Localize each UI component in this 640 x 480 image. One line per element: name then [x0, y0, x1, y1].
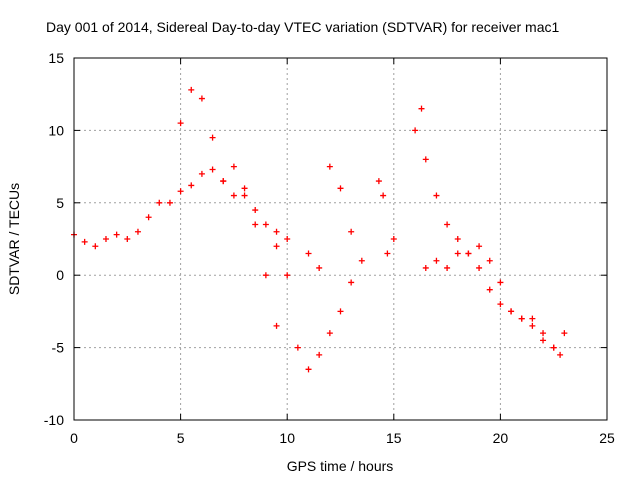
- data-point: [177, 188, 184, 195]
- data-point: [305, 366, 312, 373]
- data-point: [540, 330, 547, 337]
- series: [71, 166, 291, 250]
- y-tick-label: 0: [56, 267, 64, 283]
- data-point: [134, 228, 141, 235]
- data-point: [380, 192, 387, 199]
- plot-frame: [73, 57, 608, 421]
- data-point: [561, 330, 568, 337]
- chart-title: Day 001 of 2014, Sidereal Day-to-day VTE…: [46, 19, 559, 35]
- data-point: [422, 264, 429, 271]
- data-point: [337, 308, 344, 315]
- data-point: [262, 272, 269, 279]
- data-point: [188, 182, 195, 189]
- data-point: [486, 257, 493, 264]
- data-point: [81, 238, 88, 245]
- data-point: [444, 221, 451, 228]
- data-point: [486, 286, 493, 293]
- y-tick-label: -5: [52, 340, 65, 356]
- data-point: [358, 257, 365, 264]
- data-point: [198, 170, 205, 177]
- data-point: [198, 95, 205, 102]
- data-point: [337, 185, 344, 192]
- y-tick-label: 15: [48, 50, 64, 66]
- data-point: [454, 250, 461, 257]
- x-tick-label: 25: [599, 430, 615, 446]
- data-point: [412, 127, 419, 134]
- data-point: [252, 221, 259, 228]
- data-point: [390, 236, 397, 242]
- data-point: [156, 199, 163, 206]
- series: [273, 243, 355, 373]
- data-point: [540, 337, 547, 344]
- data-point: [422, 156, 429, 163]
- data-point: [550, 344, 557, 351]
- data-point: [230, 192, 237, 199]
- axis-ticks: 0 5 10 15 20 25 -10 -5 0 5 10 15: [44, 50, 615, 446]
- data-point: [529, 315, 536, 322]
- data-point: [145, 214, 152, 221]
- y-axis-title: SDTVAR / TECUs: [6, 183, 22, 295]
- data-point: [305, 250, 312, 257]
- series: [422, 243, 564, 358]
- x-tick-label: 20: [493, 430, 509, 446]
- data-point: [273, 243, 280, 250]
- data-point: [518, 315, 525, 322]
- data-point: [284, 272, 291, 279]
- data-point: [124, 236, 131, 242]
- x-tick-label: 5: [177, 430, 185, 446]
- data-point: [326, 163, 333, 170]
- data-point: [209, 166, 216, 173]
- data-point: [433, 192, 440, 199]
- data-point: [375, 178, 382, 185]
- data-point: [465, 250, 472, 257]
- x-tick-label: 15: [386, 430, 402, 446]
- series: [177, 86, 280, 329]
- data-point: [497, 301, 504, 308]
- data-point: [348, 228, 355, 235]
- y-tick-label: 10: [48, 122, 64, 138]
- x-axis-title: GPS time / hours: [287, 458, 394, 474]
- data-point: [316, 351, 323, 358]
- data-point: [557, 351, 564, 358]
- series: [375, 178, 397, 257]
- data-point: [230, 163, 237, 170]
- data-point: [384, 250, 391, 257]
- data-point: [433, 257, 440, 264]
- data-point: [476, 264, 483, 271]
- data-point: [497, 279, 504, 286]
- data-point: [102, 236, 109, 242]
- data-points: [71, 86, 568, 373]
- data-point: [220, 178, 227, 185]
- data-point: [241, 192, 248, 199]
- data-point: [418, 105, 425, 112]
- data-point: [188, 86, 195, 93]
- x-tick-label: 10: [279, 430, 295, 446]
- y-tick-label: 5: [56, 195, 64, 211]
- data-point: [294, 344, 301, 351]
- data-point: [113, 231, 120, 238]
- data-point: [529, 322, 536, 329]
- x-tick-label: 0: [70, 430, 78, 446]
- data-point: [262, 221, 269, 228]
- data-point: [273, 322, 280, 329]
- data-point: [92, 243, 99, 250]
- data-point: [316, 264, 323, 271]
- data-point: [508, 308, 515, 315]
- data-point: [241, 185, 248, 192]
- data-point: [444, 264, 451, 271]
- data-point: [476, 243, 483, 250]
- y-tick-label: -10: [44, 412, 64, 428]
- data-point: [252, 207, 259, 214]
- data-point: [177, 120, 184, 127]
- data-point: [166, 199, 173, 206]
- data-point: [284, 236, 291, 242]
- data-point: [326, 330, 333, 337]
- data-point: [348, 279, 355, 286]
- data-point: [209, 134, 216, 141]
- data-point: [273, 228, 280, 235]
- data-point: [454, 236, 461, 242]
- series: [305, 163, 365, 271]
